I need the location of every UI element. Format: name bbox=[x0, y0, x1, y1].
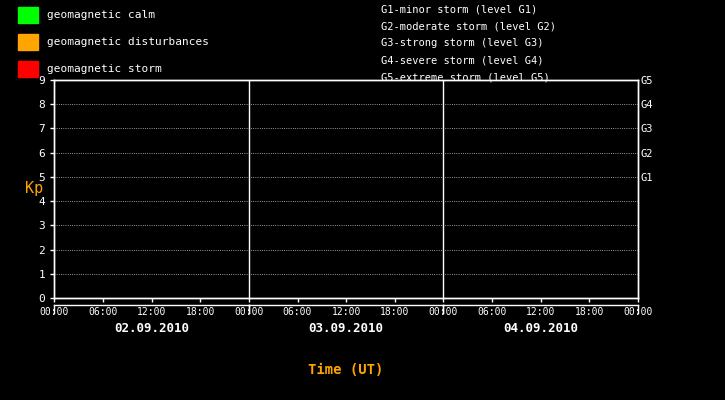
Text: geomagnetic disturbances: geomagnetic disturbances bbox=[47, 37, 209, 47]
Text: G3-strong storm (level G3): G3-strong storm (level G3) bbox=[381, 38, 543, 48]
Text: G2-moderate storm (level G2): G2-moderate storm (level G2) bbox=[381, 21, 555, 31]
Text: 03.09.2010: 03.09.2010 bbox=[309, 322, 384, 334]
Text: geomagnetic storm: geomagnetic storm bbox=[47, 64, 162, 74]
Y-axis label: Kp: Kp bbox=[25, 182, 44, 196]
Text: geomagnetic calm: geomagnetic calm bbox=[47, 10, 155, 20]
Text: 02.09.2010: 02.09.2010 bbox=[114, 322, 189, 334]
Bar bbox=[18, 7, 38, 23]
Text: G5-extreme storm (level G5): G5-extreme storm (level G5) bbox=[381, 72, 550, 82]
Text: G1-minor storm (level G1): G1-minor storm (level G1) bbox=[381, 4, 537, 14]
Text: Time (UT): Time (UT) bbox=[309, 363, 384, 377]
Text: 04.09.2010: 04.09.2010 bbox=[503, 322, 579, 334]
Bar bbox=[18, 34, 38, 50]
Text: G4-severe storm (level G4): G4-severe storm (level G4) bbox=[381, 55, 543, 65]
Bar bbox=[18, 61, 38, 77]
